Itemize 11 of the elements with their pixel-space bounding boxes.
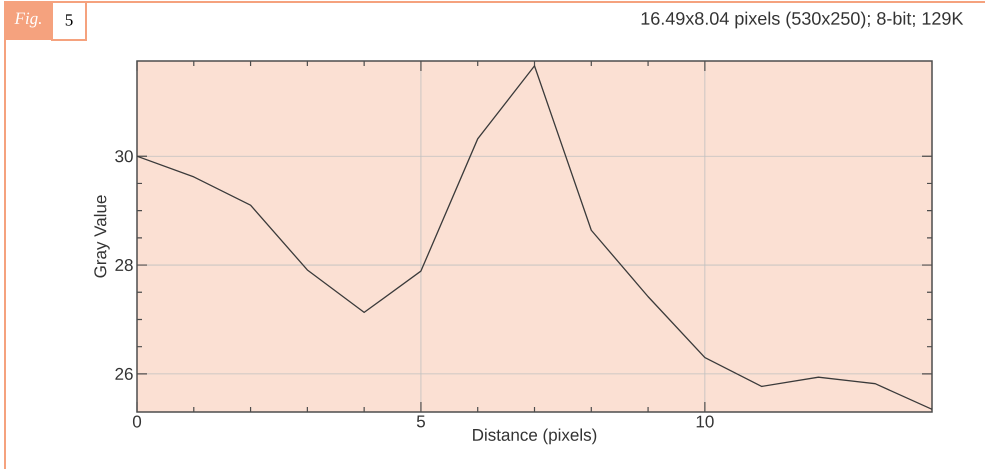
y-tick-label: 26 bbox=[115, 368, 133, 380]
x-tick-label: 5 bbox=[416, 416, 425, 428]
text: Fig. bbox=[14, 12, 41, 28]
y-tick-label: 30 bbox=[115, 150, 133, 162]
x-axis-title: Distance (pixels) bbox=[473, 428, 596, 444]
x-tick-label: 0 bbox=[132, 416, 142, 428]
chart-title: 16.49x8.04 pixels (530x250); 8-bit; 129K bbox=[642, 12, 964, 28]
y-tick-label: 28 bbox=[115, 259, 133, 272]
y-axis-title: Gray Value bbox=[94, 195, 110, 278]
x-tick-label: 10 bbox=[696, 416, 714, 428]
text: 5 bbox=[66, 14, 73, 26]
